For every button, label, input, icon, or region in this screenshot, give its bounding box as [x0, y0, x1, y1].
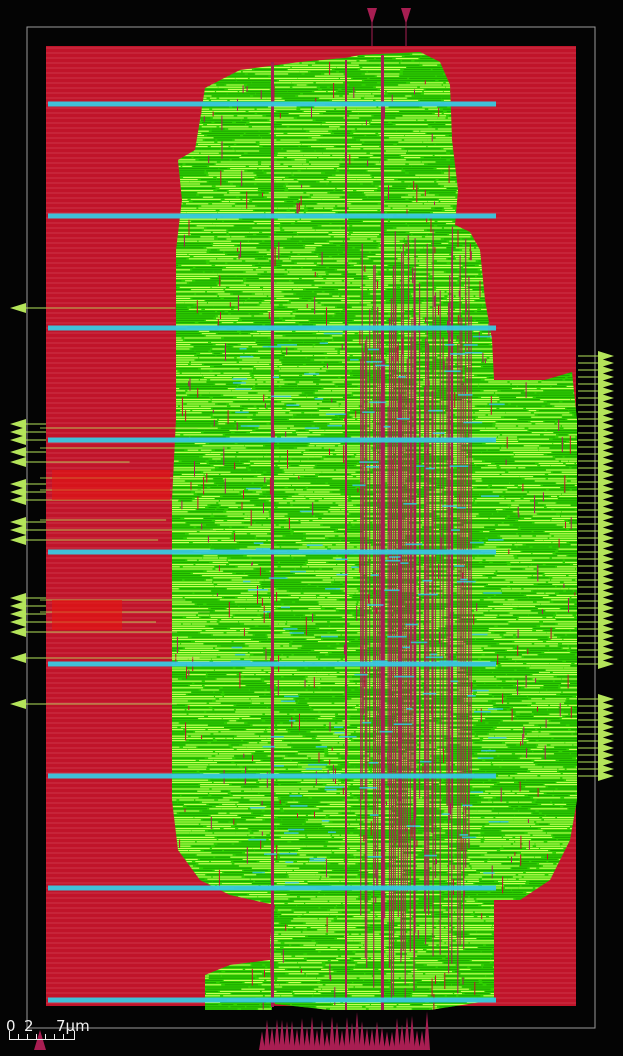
layout-canvas[interactable] — [0, 0, 623, 1056]
